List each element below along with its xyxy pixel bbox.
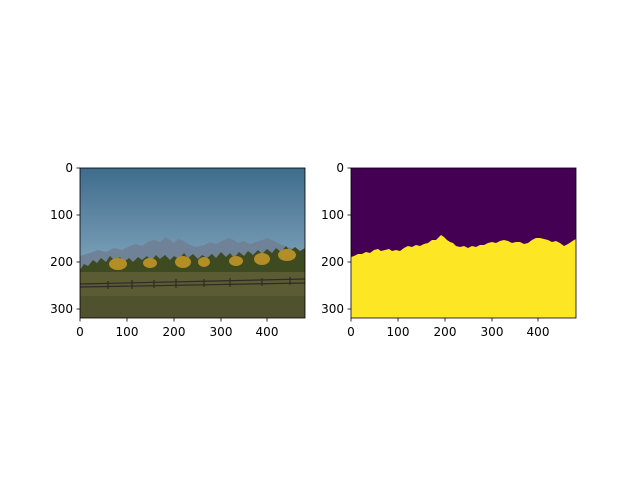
- tree-line: [80, 246, 305, 274]
- autumn-foliage: [109, 249, 296, 270]
- photo-frame: [79, 167, 306, 319]
- segmentation-mask: [351, 168, 576, 318]
- mask-x-tick-0: 0: [347, 325, 355, 339]
- photo-x-tick-100: 100: [116, 325, 139, 339]
- photo-y-tick-0: 0: [65, 161, 73, 175]
- photo-x-tick-400: 400: [256, 325, 279, 339]
- mask-x-tick-100: 100: [387, 325, 410, 339]
- mask-y-axis: [347, 167, 351, 310]
- mask-foreground-region: [351, 235, 576, 318]
- mask-y-tick-100: 100: [321, 208, 344, 222]
- photo-panel: 0 100 200 300 400 0 100 200 300: [50, 161, 306, 339]
- photo-x-tick-300: 300: [210, 325, 233, 339]
- photo-y-tick-200: 200: [50, 255, 73, 269]
- photo-x-axis: [79, 318, 268, 322]
- mask-panel: 0 100 200 300 400 0 100 200 300: [321, 161, 577, 339]
- meadow-foreground: [80, 296, 305, 318]
- wooden-fence: [80, 277, 305, 289]
- photo-x-tick-0: 0: [76, 325, 84, 339]
- mask-y-tick-0: 0: [336, 161, 344, 175]
- mask-x-tick-300: 300: [481, 325, 504, 339]
- photo-y-axis: [76, 167, 80, 310]
- mask-x-tick-400: 400: [527, 325, 550, 339]
- mask-y-tick-300: 300: [321, 302, 344, 316]
- photo-y-tick-100: 100: [50, 208, 73, 222]
- photo-y-tick-300: 300: [50, 302, 73, 316]
- photo-x-tick-200: 200: [163, 325, 186, 339]
- mask-x-tick-200: 200: [434, 325, 457, 339]
- landscape-photo: [80, 168, 305, 318]
- mask-y-tick-200: 200: [321, 255, 344, 269]
- mask-frame: [350, 167, 577, 319]
- mask-x-axis: [350, 318, 539, 322]
